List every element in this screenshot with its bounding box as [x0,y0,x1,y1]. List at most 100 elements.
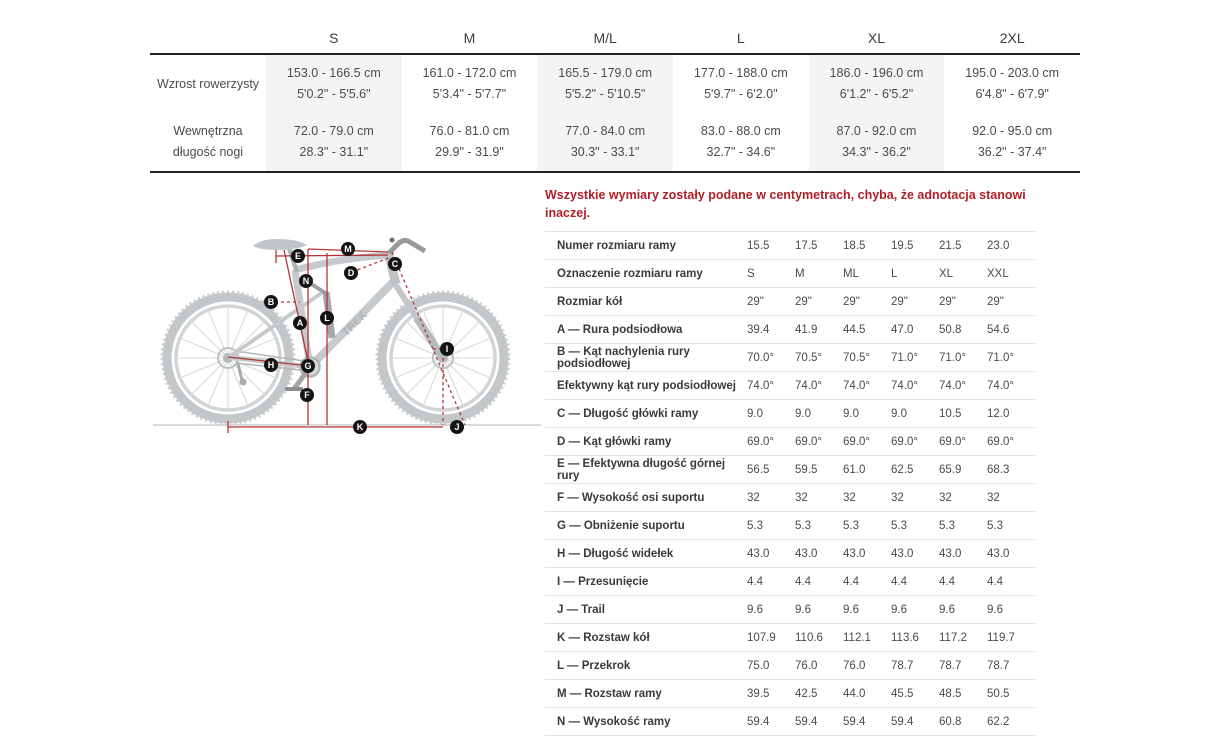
size-column-header: M/L [537,22,673,55]
diagram-marker-letter: N [303,276,310,286]
geometry-value: 48.5 [939,687,962,700]
geometry-value: 5.3 [987,519,1003,532]
geometry-value: 75.0 [747,659,770,672]
geometry-row: C — Długość główki ramy 9.0 9.0 9.0 9.0 10.5 1… [545,400,1035,428]
diagram-marker-g: G [301,359,315,373]
geometry-row-label: K — Rozstaw kół [557,631,650,644]
geometry-row: K — Rozstaw kół 107.9 110.6 112.1 113.6 117.2… [545,624,1035,652]
size-cell-inches: 5'5.2" - 5'10.5" [564,87,646,101]
geometry-value: 4.4 [747,575,763,588]
geometry-row-label: Rozmiar kół [557,295,623,308]
geometry-row: J — Trail 9.6 9.6 9.6 9.6 9.6 9.6 [545,596,1035,624]
size-cell-cm: 77.0 - 84.0 cm [565,124,646,138]
geometry-value: 70.0° [747,351,774,364]
geometry-value: 29" [987,295,1004,308]
size-cell-inches: 36.2" - 37.4" [977,145,1047,159]
geometry-row: G — Obniżenie suportu 5.3 5.3 5.3 5.3 5.3 5.3 [545,512,1035,540]
geometry-value: 29" [891,295,908,308]
geometry-value: S [747,267,755,280]
diagram-marker-letter: E [295,251,301,261]
size-column-header: L [673,22,809,55]
geometry-value: 112.1 [843,631,871,644]
geometry-row: F — Wysokość osi suportu 32 32 32 32 32 32 [545,484,1035,512]
geometry-row-label: Numer rozmiaru ramy [557,239,676,252]
geometry-value: 9.0 [843,407,859,420]
geometry-value: 43.0 [843,547,866,560]
geometry-value: 47.0 [891,323,914,336]
size-row-label: Wzrost rowerzysty [156,76,260,91]
geometry-value: 5.3 [891,519,907,532]
diagram-marker-n: N [299,274,313,288]
geometry-row: Rozmiar kół 29" 29" 29" 29" 29" 29" [545,288,1035,316]
diagram-marker-h: H [264,358,278,372]
geometry-value: 42.5 [795,687,818,700]
geometry-value: 32 [891,491,904,504]
diagram-marker-l: L [320,311,334,325]
size-cell-inches: 5'0.2" - 5'5.6" [297,87,371,101]
size-cell: 76.0 - 81.0 cm 29.9" - 31.9" [402,113,538,171]
size-cell-inches: 34.3" - 36.2" [842,145,911,159]
geometry-row-label: I — Przesunięcie [557,575,649,588]
geometry-row: D — Kąt główki ramy 69.0° 69.0° 69.0° 69.0° 6… [545,428,1035,456]
size-cell: 92.0 - 95.0 cm 36.2" - 37.4" [944,113,1080,171]
geometry-value: 69.0° [939,435,966,448]
geometry-value: 69.0° [987,435,1014,448]
diagram-marker-e: E [291,249,305,263]
diagram-marker-letter: D [348,268,355,278]
diagram-marker-c: C [388,257,402,271]
geometry-value: 62.5 [891,463,914,476]
geometry-value: 32 [987,491,1000,504]
geometry-value: 119.7 [987,631,1015,644]
geometry-row-label: A — Rura podsiodłowa [557,323,683,336]
geometry-row-label: C — Długość główki ramy [557,407,699,420]
diagram-marker-m: M [341,242,355,256]
geometry-value: 59.4 [843,715,866,728]
geometry-value: 10.5 [939,407,962,420]
size-recommendation-table: S M M/L L XL 2XL Wzrost rowerzysty 153.0 - 166.… [150,22,1080,173]
geometry-value: 70.5° [843,351,870,364]
geometry-value: 74.0° [939,379,966,392]
diagram-marker-f: F [300,388,314,402]
size-cell: 165.5 - 179.0 cm 5'5.2" - 5'10.5" [537,55,673,113]
geometry-row-label: B — Kąt nachylenia rury podsiodłowej [557,345,690,370]
diagram-marker-j: J [450,420,464,434]
size-cell-inches: 5'3.4" - 5'7.7" [432,87,507,101]
size-cell-cm: 153.0 - 166.5 cm [286,66,381,80]
diagram-marker-letter: H [268,360,275,370]
geometry-value: 44.0 [843,687,866,700]
geometry-value: 69.0° [747,435,774,448]
geometry-row-label: Oznaczenie rozmiaru ramy [557,267,703,280]
frame-logo: TREK [340,309,370,339]
geometry-row-label: L — Przekrok [557,659,631,672]
geometry-value: M [795,267,805,280]
bike-illustration: TREK [160,237,511,426]
size-cell-cm: 186.0 - 196.0 cm [829,66,924,80]
geometry-value: 117.2 [939,631,967,644]
size-cell: 83.0 - 88.0 cm 32.7" - 34.6" [673,113,809,171]
geometry-row-label: F — Wysokość osi suportu [557,491,705,504]
size-cell: 177.0 - 188.0 cm 5'9.7" - 6'2.0" [673,55,809,113]
geometry-value: 9.6 [795,603,811,616]
geometry-value: 56.5 [747,463,770,476]
size-cell: 153.0 - 166.5 cm 5'0.2" - 5'5.6" [266,55,402,113]
geometry-row: M — Rozstaw ramy 39.5 42.5 44.0 45.5 48.5 50.5 [545,680,1035,708]
bike-geometry-diagram: TREK A B C D E F G H I J K L M N [145,222,545,462]
diagram-marker-letter: M [344,244,352,254]
diagram-marker-letter: G [304,361,311,371]
size-table-corner [150,22,266,55]
size-cell-inches: 6'4.8" - 6'7.9" [975,87,1049,101]
size-cell-cm: 177.0 - 188.0 cm [693,66,788,80]
geometry-value: 41.9 [795,323,818,336]
geometry-value: 12.0 [987,407,1010,420]
geometry-value: 69.0° [843,435,870,448]
geometry-row: I — Przesunięcie 4.4 4.4 4.4 4.4 4.4 4.4 [545,568,1035,596]
geometry-value: 59.4 [747,715,770,728]
geometry-row: Numer rozmiaru ramy 15.5 17.5 18.5 19.5 21.5 2… [545,232,1035,260]
geometry-value: 32 [939,491,952,504]
diagram-marker-letter: K [357,422,364,432]
geometry-value: 60.8 [939,715,962,728]
geometry-value: 78.7 [987,659,1010,672]
size-cell-inches: 30.3" - 33.1" [570,145,640,159]
geometry-value: 78.7 [939,659,962,672]
geometry-value: 5.3 [939,519,955,532]
